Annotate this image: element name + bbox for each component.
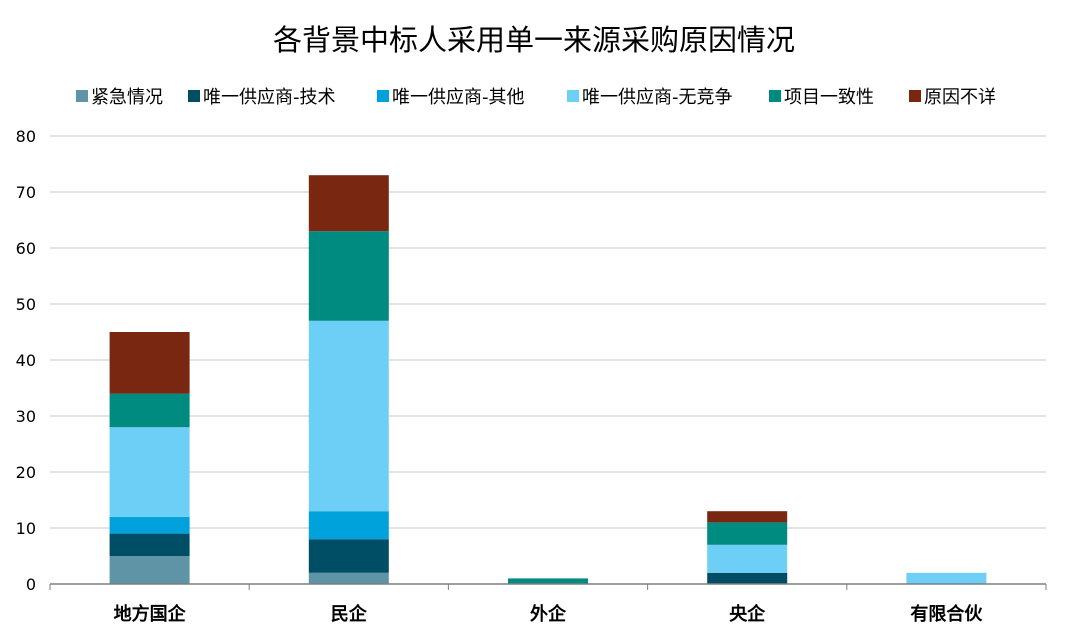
legend-swatch-3 <box>567 90 579 102</box>
bar-0-1 <box>109 533 190 556</box>
y-tick-label-60: 60 <box>16 239 36 258</box>
x-tick-label-0: 地方国企 <box>114 603 187 625</box>
legend-label-3: 唯一供应商-无竞争 <box>582 87 733 108</box>
legend-swatch-2 <box>377 90 389 102</box>
y-tick-label-30: 30 <box>16 407 36 426</box>
legend: 紧急情况 唯一供应商-技术 唯一供应商-其他 唯一供应商-无竞争 项目一致性 原因不详 <box>76 87 996 108</box>
x-axis: 地方国企 民企 外企 央企 有限合伙 <box>49 583 1047 625</box>
legend-swatch-1 <box>188 90 200 102</box>
gridlines <box>50 135 1046 529</box>
y-tick-label-0: 0 <box>26 575 36 594</box>
x-tick-label-3: 央企 <box>729 603 766 625</box>
bar-1-1 <box>308 539 389 573</box>
y-tick-label-40: 40 <box>16 351 36 370</box>
legend-label-0: 紧急情况 <box>91 87 163 108</box>
y-tick-label-10: 10 <box>16 519 36 538</box>
bar-0-5 <box>109 332 190 394</box>
bar-3-4 <box>707 522 788 545</box>
bar-3-5 <box>707 511 788 523</box>
legend-swatch-4 <box>769 90 781 102</box>
bar-0-3 <box>109 427 190 517</box>
bar-0-2 <box>109 516 190 534</box>
y-axis-ticks: 0 10 20 30 40 50 60 70 80 <box>16 127 36 594</box>
bars <box>109 175 987 584</box>
bar-0-4 <box>109 393 190 428</box>
bar-3-1 <box>707 572 788 584</box>
x-tick-label-2: 外企 <box>530 603 567 625</box>
x-tick-label-1: 民企 <box>331 603 368 625</box>
bar-1-4 <box>308 231 389 321</box>
bar-1-2 <box>308 511 389 540</box>
x-tick-label-4: 有限合伙 <box>910 603 983 625</box>
legend-label-1: 唯一供应商-技术 <box>203 87 336 108</box>
y-tick-label-50: 50 <box>16 295 36 314</box>
bar-3-3 <box>707 544 788 573</box>
bar-2-4 <box>508 578 588 584</box>
legend-swatch-0 <box>76 90 88 102</box>
bar-1-0 <box>308 572 389 584</box>
legend-label-4: 项目一致性 <box>784 87 874 108</box>
bar-0-0 <box>109 556 190 584</box>
chart-title: 各背景中标人采用单一来源采购原因情况 <box>273 23 795 57</box>
bar-1-5 <box>308 175 389 232</box>
legend-swatch-5 <box>909 90 921 102</box>
y-tick-label-70: 70 <box>16 183 36 202</box>
y-tick-label-20: 20 <box>16 463 36 482</box>
legend-label-5: 原因不详 <box>924 87 996 108</box>
y-tick-label-80: 80 <box>16 127 36 146</box>
bar-4-3 <box>906 572 987 584</box>
bar-1-3 <box>308 320 389 512</box>
legend-label-2: 唯一供应商-其他 <box>392 87 525 108</box>
